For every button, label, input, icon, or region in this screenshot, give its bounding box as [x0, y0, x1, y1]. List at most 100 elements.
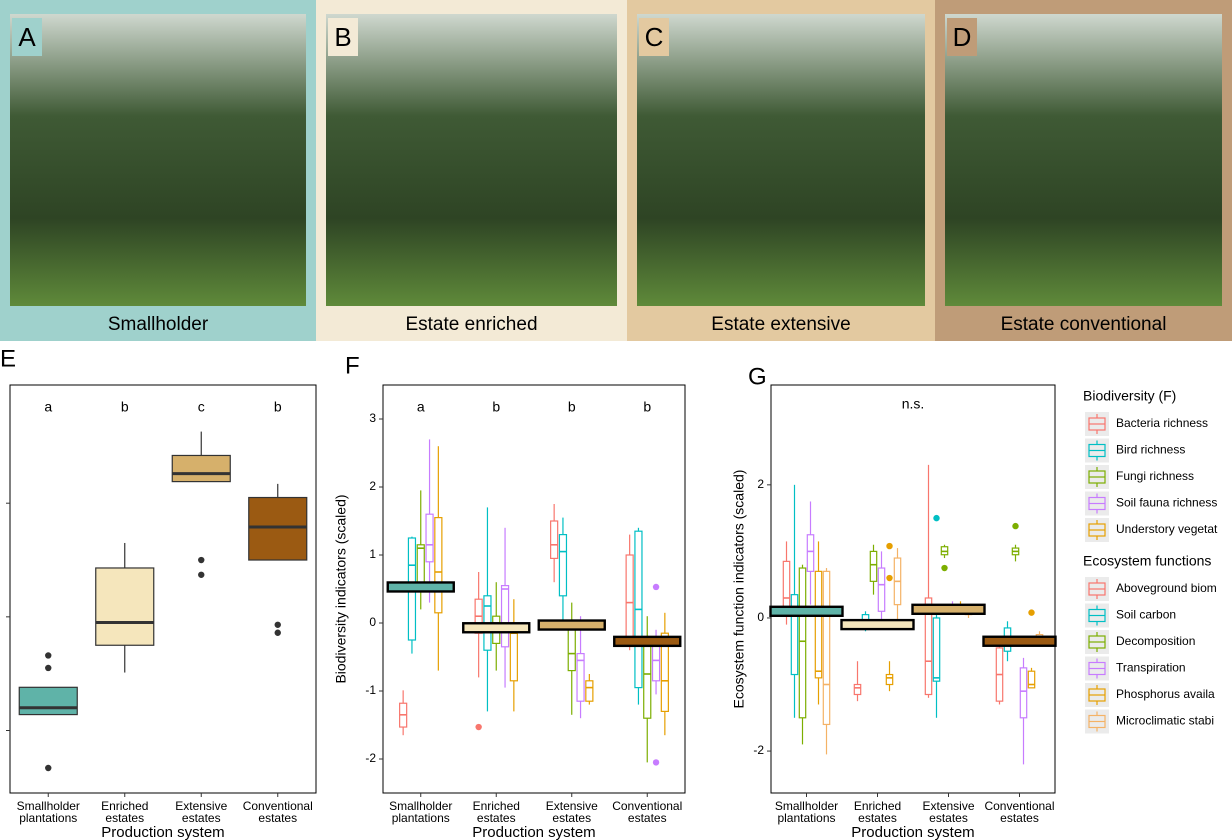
x-tick-label-line: estates: [477, 811, 516, 825]
outlier: [45, 652, 52, 659]
photo-label: B: [334, 22, 351, 52]
mean-bar: [613, 635, 682, 648]
y-tick-label: 3: [369, 411, 376, 425]
y-tick-label: -1: [365, 683, 376, 697]
legend-label: Fungi richness: [1116, 469, 1194, 483]
photo-label: C: [645, 22, 664, 52]
x-tick-label-line: Conventional: [243, 799, 313, 813]
panel-label: G: [748, 363, 767, 390]
box: [814, 570, 823, 679]
x-tick-label-line: Enriched: [473, 799, 520, 813]
mean-bar: [911, 603, 986, 616]
significance-letter: c: [198, 399, 205, 415]
x-tick-label: Conventional estates: [243, 799, 313, 825]
photo-caption: Smallholder: [108, 314, 209, 335]
box: [18, 686, 78, 716]
outlier: [1028, 609, 1035, 616]
y-tick-label: 2: [757, 477, 764, 491]
legend-title: Biodiversity (F): [1083, 388, 1176, 404]
photo-label: D: [953, 22, 972, 52]
significance-letter: b: [492, 399, 500, 415]
box: [95, 567, 155, 646]
outlier: [1012, 522, 1019, 530]
legend-label: Transpiration: [1116, 661, 1186, 675]
outlier: [941, 564, 948, 572]
x-tick-label: Extensive estates: [175, 799, 227, 825]
y-tick-label: -2: [365, 751, 376, 765]
outlier: [886, 542, 893, 550]
significance-letter: b: [568, 399, 576, 415]
x-tick-label: Extensive estates: [546, 799, 598, 825]
legend-label: Soil carbon: [1116, 608, 1176, 622]
x-tick-label-line: Extensive: [175, 799, 227, 813]
x-tick-label: Extensive estates: [922, 799, 974, 825]
x-tick-label-line: Enriched: [101, 799, 148, 813]
photo: [945, 14, 1222, 306]
x-tick-label-line: Smallholder: [17, 799, 80, 813]
x-axis-label: Production system: [472, 824, 595, 840]
significance-letter: b: [643, 399, 651, 415]
outlier: [45, 764, 52, 772]
x-tick-label-line: estates: [929, 811, 968, 825]
x-tick-label: Smallholder plantations: [775, 799, 838, 825]
y-tick-label: 0: [369, 615, 376, 629]
x-tick-label: Conventional estates: [612, 799, 682, 825]
photo: [637, 14, 925, 306]
plot-frame: [770, 384, 1056, 794]
photo-label-box: [947, 18, 977, 56]
photo-label-box: [328, 18, 358, 56]
annotation: n.s.: [902, 396, 925, 412]
outlier: [475, 723, 482, 731]
x-tick-label-line: estates: [628, 811, 667, 825]
x-tick-label-line: Extensive: [546, 799, 598, 813]
box: [853, 683, 862, 696]
panel-label: E: [0, 345, 16, 372]
x-tick-label: Enriched estates: [854, 799, 901, 825]
y-tick-label: 2: [369, 479, 376, 493]
significance-letter: a: [44, 399, 52, 415]
mean-bar: [386, 581, 455, 593]
x-tick-label-line: estates: [258, 811, 297, 825]
box: [248, 496, 308, 561]
box: [585, 680, 594, 702]
outlier: [886, 574, 893, 582]
box: [425, 513, 434, 563]
box: [171, 454, 231, 483]
outlier: [45, 664, 52, 672]
y-tick-label: 1: [369, 547, 376, 561]
box: [567, 625, 576, 672]
box: [643, 642, 652, 719]
significance-letter: b: [274, 399, 282, 415]
photo-label-box: [12, 18, 42, 56]
mean-bar: [840, 618, 915, 631]
box: [806, 534, 815, 572]
photo-caption: Estate extensive: [711, 314, 850, 335]
box: [416, 544, 425, 583]
panel-label: F: [345, 352, 360, 379]
box: [550, 520, 559, 560]
x-tick-label: Conventional estates: [984, 799, 1054, 825]
x-tick-label: Enriched estates: [473, 799, 520, 825]
legend-label: Bird richness: [1116, 443, 1185, 457]
outlier: [933, 514, 940, 522]
x-tick-label: Smallholder plantations: [389, 799, 452, 825]
y-axis-label: Biodiversity indicators (scaled): [333, 494, 349, 683]
x-tick-label-line: plantations: [19, 811, 77, 825]
legend-title: Ecosystem functions: [1083, 553, 1211, 569]
box: [434, 516, 443, 614]
legend-label: Decomposition: [1116, 634, 1195, 648]
box: [576, 652, 585, 702]
box: [651, 642, 661, 682]
x-tick-label-line: Enriched: [854, 799, 901, 813]
box: [869, 550, 878, 582]
photo: [326, 14, 617, 306]
box: [932, 617, 941, 682]
x-axis-label: Production system: [101, 824, 224, 840]
x-tick-label: Smallholder plantations: [17, 799, 80, 825]
significance-letter: b: [121, 399, 129, 415]
x-tick-label-line: estates: [552, 811, 591, 825]
outlier: [198, 571, 205, 578]
x-tick-label-line: Smallholder: [389, 799, 452, 813]
x-tick-label-line: plantations: [777, 811, 835, 825]
